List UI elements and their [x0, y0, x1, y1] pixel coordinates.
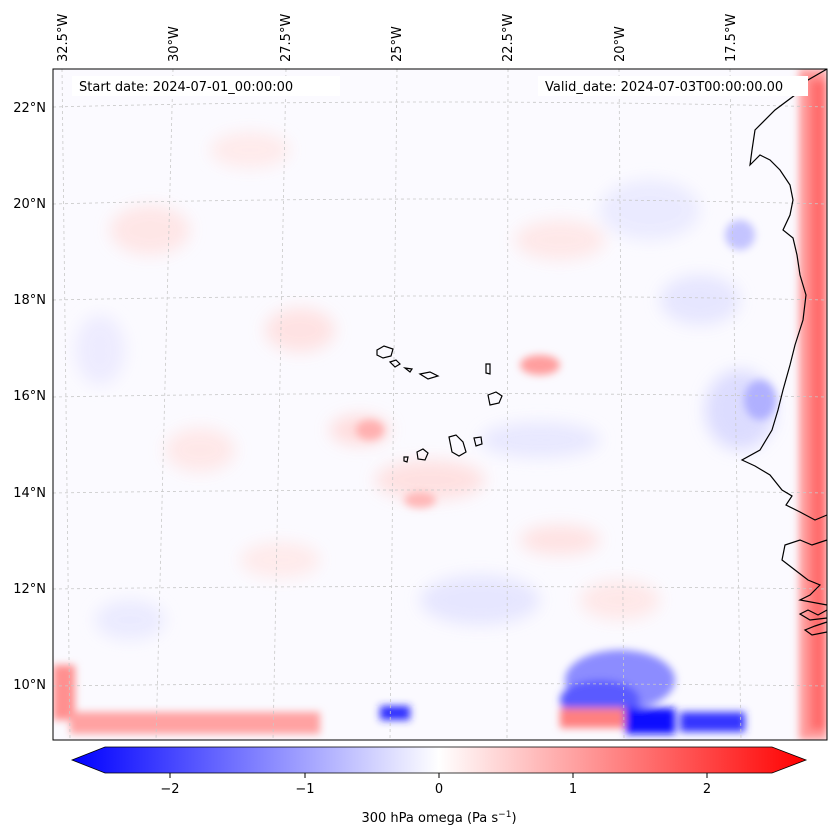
lon-label: 25°W: [390, 26, 405, 62]
lat-label: 14°N: [13, 486, 46, 501]
start-date-label: Start date: 2024-07-01_00:00:00: [79, 80, 293, 95]
valid-date-box: [538, 76, 808, 96]
longitude-labels: 32.5°W 30°W 27.5°W 25°W 22.5°W 20°W 17.5…: [56, 14, 739, 62]
colorbar-label-end: ): [511, 811, 516, 826]
lon-label: 32.5°W: [56, 14, 71, 62]
valid-date-label: Valid_date: 2024-07-03T00:00:00.00: [545, 80, 783, 95]
colorbar-tick: −1: [295, 782, 314, 797]
latitude-labels: 22°N 20°N 18°N 16°N 14°N 12°N 10°N: [13, 101, 46, 693]
africa-coastline: [740, 68, 828, 636]
map-frame: [52, 68, 828, 741]
start-date-box: [72, 76, 340, 96]
colorbar-label: 300 hPa omega (Pa s−1): [361, 810, 516, 826]
lon-label: 17.5°W: [724, 14, 739, 62]
lat-label: 18°N: [13, 293, 46, 308]
lat-label: 22°N: [13, 101, 46, 116]
colorbar-tick: 0: [435, 782, 443, 797]
colorbar-tick: 1: [569, 782, 577, 797]
colorbar-label-text: 300 hPa omega (Pa s: [361, 811, 498, 826]
lat-label: 16°N: [13, 389, 46, 404]
colorbar-label-sup: −1: [498, 810, 511, 820]
lon-label: 27.5°W: [279, 14, 294, 62]
lat-label: 12°N: [13, 582, 46, 597]
colorbar-tick: −2: [160, 782, 179, 797]
gridlines: [53, 69, 827, 740]
lon-label: 22.5°W: [501, 14, 516, 62]
lat-label: 20°N: [13, 197, 46, 212]
colorbar-gradient: [70, 746, 808, 774]
lat-label: 10°N: [13, 678, 46, 693]
omega-field: [53, 69, 827, 740]
lon-label: 30°W: [167, 26, 182, 62]
colorbar-tick: 2: [703, 782, 711, 797]
colorbar: −2 −1 0 1 2 300 hPa omega (Pa s−1): [70, 746, 808, 826]
cape-verde-islands: [376, 345, 503, 463]
lon-label: 20°W: [613, 26, 628, 62]
